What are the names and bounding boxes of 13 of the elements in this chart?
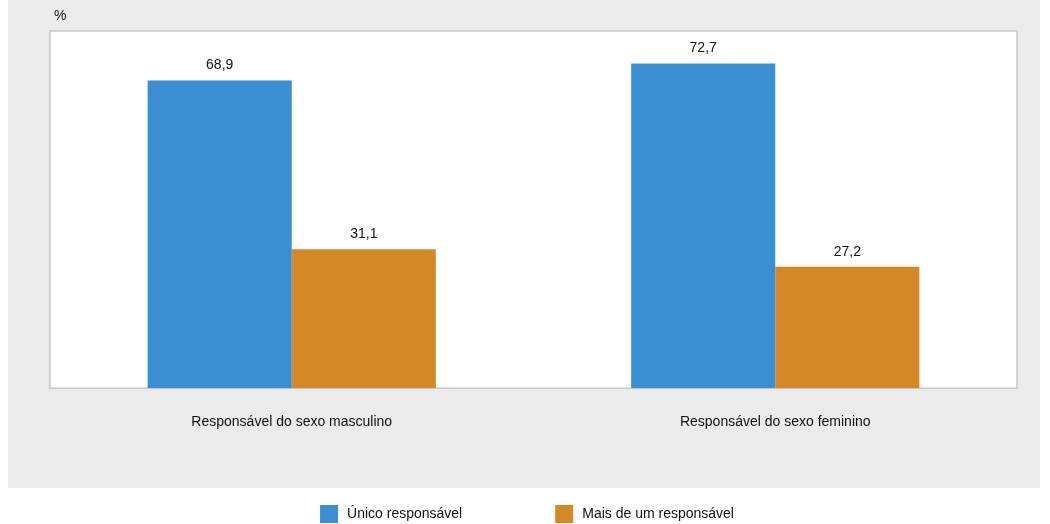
bar bbox=[291, 249, 436, 389]
data-label: 27,2 bbox=[833, 242, 862, 259]
legend-label: Único responsável bbox=[347, 504, 463, 521]
y-axis-title: % bbox=[54, 6, 67, 23]
data-label: 72,7 bbox=[689, 39, 718, 56]
data-label: 68,9 bbox=[206, 56, 234, 73]
x-tick-label: Responsável do sexo masculino bbox=[191, 413, 393, 430]
x-tick-label: Responsável do sexo feminino bbox=[679, 413, 871, 430]
bar bbox=[631, 63, 776, 389]
legend-label: Mais de um responsável bbox=[582, 504, 734, 521]
bar bbox=[147, 80, 292, 389]
bar bbox=[775, 266, 920, 389]
data-label: 31,1 bbox=[350, 225, 378, 242]
